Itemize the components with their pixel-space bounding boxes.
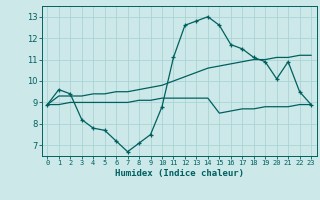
X-axis label: Humidex (Indice chaleur): Humidex (Indice chaleur): [115, 169, 244, 178]
